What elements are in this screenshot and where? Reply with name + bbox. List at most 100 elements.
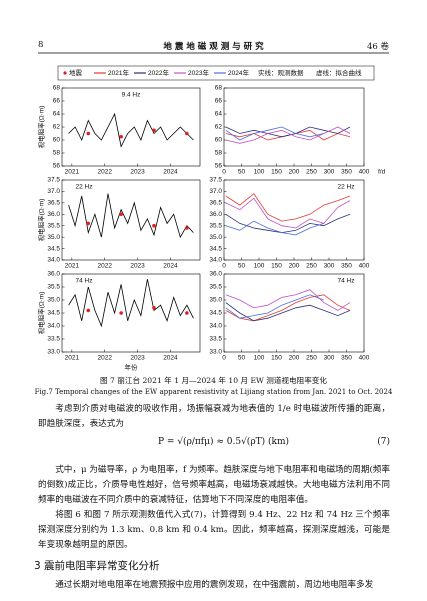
- x-tick-label: 350: [341, 169, 352, 176]
- paragraph: 式中，μ 为磁导率，ρ 为电阻率，f 为频率。趋肤深度与地下电阻率和电磁场的周期…: [38, 465, 390, 505]
- series-line: [225, 213, 351, 234]
- y-tick-label: 58: [53, 150, 61, 157]
- quake-marker: [119, 212, 123, 217]
- y-tick-label: 33.5: [47, 336, 60, 343]
- y-tick-label: 36.0: [209, 211, 222, 218]
- formula: P = √(ρ/πfμ) ≈ 0.5√(ρT) (km): [158, 437, 289, 447]
- y-tick-label: 37.5: [209, 177, 222, 184]
- plot-frame: [61, 87, 201, 167]
- y-tick-label: 36.0: [209, 271, 222, 278]
- x-tick-label: 2021: [65, 355, 80, 362]
- series-line: [225, 126, 351, 138]
- series-line: [225, 294, 351, 322]
- y-tick-label: 35.5: [47, 222, 60, 229]
- y-tick-label: 56: [215, 163, 223, 170]
- x-tick-label: 2021: [65, 169, 80, 176]
- panel-title: 74 Hz: [338, 278, 355, 285]
- x-tick-label: 400: [359, 355, 370, 362]
- x-tick-label: 400: [359, 169, 370, 176]
- series-line: [68, 112, 194, 148]
- y-tick-label: 62: [215, 124, 223, 131]
- x-tick-label: 2024: [163, 355, 178, 362]
- panel-title: 22 Hz: [338, 184, 355, 191]
- x-tick-label: 150: [271, 263, 282, 270]
- y-tick-label: 66: [53, 98, 61, 105]
- x-tick-label: 300: [324, 263, 335, 270]
- x-tick-label: 0: [222, 263, 226, 270]
- x-tick-label: 2022: [97, 169, 112, 176]
- y-tick-label: 35.0: [47, 234, 60, 241]
- x-tick-label: 400: [359, 263, 370, 270]
- body-top: 考虑到介质对电磁波的吸收作用，场振幅衰减为地表值的 1/e 时电磁波所传播的距离…: [38, 402, 390, 432]
- legend-label: 2022年: [148, 68, 169, 77]
- x-axis-label: 年份: [125, 363, 139, 372]
- y-tick-label: 68: [53, 85, 61, 92]
- x-tick-label: 2021: [65, 263, 80, 270]
- series-line: [225, 126, 351, 144]
- x-tick-label: 300: [324, 355, 335, 362]
- series-line: [225, 289, 351, 311]
- y-tick-label: 64: [53, 111, 61, 118]
- x-tick-label: 2024: [163, 169, 178, 176]
- x-tick-label: 350: [341, 263, 352, 270]
- x-tick-label: 200: [289, 169, 300, 176]
- quake-marker: [185, 226, 189, 230]
- y-tick-label: 37.0: [47, 188, 60, 195]
- quake-marker: [185, 131, 189, 136]
- x-tick-label: 250: [306, 169, 317, 176]
- series-line: [225, 302, 351, 322]
- x-tick-label: 2023: [130, 169, 145, 176]
- y-tick-label: 35.5: [209, 222, 222, 229]
- plot-frame: [223, 179, 365, 261]
- quake-marker: [185, 311, 189, 315]
- x-tick-label: 2022: [97, 263, 112, 270]
- quake-marker: [119, 134, 123, 139]
- x-tick-label: 2022: [97, 355, 112, 362]
- series-line: [225, 126, 324, 141]
- y-tick-label: 35.5: [47, 284, 60, 291]
- series-line: [225, 294, 324, 319]
- x-tick-label: 0: [222, 355, 226, 362]
- x-tick-label: 350: [341, 355, 352, 362]
- x-tick-label: 150: [271, 169, 282, 176]
- y-tick-label: 64: [215, 111, 223, 118]
- x-tick-label: 200: [289, 355, 300, 362]
- y-tick-label: 34.5: [47, 310, 60, 317]
- y-axis-label: 视电阻率(Ω·m): [37, 292, 46, 335]
- quake-marker: [152, 306, 156, 310]
- y-tick-label: 36.0: [47, 211, 60, 218]
- x-tick-label: 100: [254, 169, 265, 176]
- x-tick-label: 150: [271, 355, 282, 362]
- y-tick-label: 35.0: [47, 297, 60, 304]
- y-tick-label: 58: [215, 150, 223, 157]
- legend-quake-dot: [63, 71, 67, 75]
- panel-title: 9.4 Hz: [122, 92, 141, 99]
- y-tick-label: 37.5: [47, 177, 60, 184]
- series-line: [225, 220, 324, 236]
- panel-title: 22 Hz: [76, 184, 93, 191]
- x-tick-label: 2023: [130, 355, 145, 362]
- caption-en: Fig.7 Temporal changes of the EW apparen…: [34, 388, 393, 396]
- quake-marker: [86, 308, 91, 313]
- y-tick-label: 35.0: [209, 297, 222, 304]
- y-tick-label: 34.0: [209, 323, 222, 330]
- y-tick-label: 62: [53, 124, 61, 131]
- quake-marker: [86, 131, 91, 136]
- journal-title: 地 震 地 磁 观 测 与 研 究: [163, 42, 264, 52]
- y-tick-label: 56: [53, 163, 61, 170]
- x-tick-label: 300: [324, 169, 335, 176]
- y-tick-label: 33.0: [209, 349, 222, 356]
- x-tick-label: 100: [254, 263, 265, 270]
- equation-number: (7): [377, 437, 390, 447]
- x-tick-label: 0: [222, 169, 226, 176]
- quake-marker: [119, 311, 123, 315]
- x-tick-label: 50: [238, 169, 246, 176]
- legend-label: 2021年: [108, 68, 129, 77]
- y-tick-label: 34.5: [209, 245, 222, 252]
- legend-note: 实线：观测数据: [258, 68, 304, 77]
- page-number: 8: [38, 40, 44, 50]
- y-tick-label: 60: [215, 137, 223, 144]
- caption-cn: 图 7 丽江台 2021 年 1 月—2024 年 10 月 EW 测道视电阻率…: [100, 376, 327, 385]
- x-tick-label: 50: [238, 263, 246, 270]
